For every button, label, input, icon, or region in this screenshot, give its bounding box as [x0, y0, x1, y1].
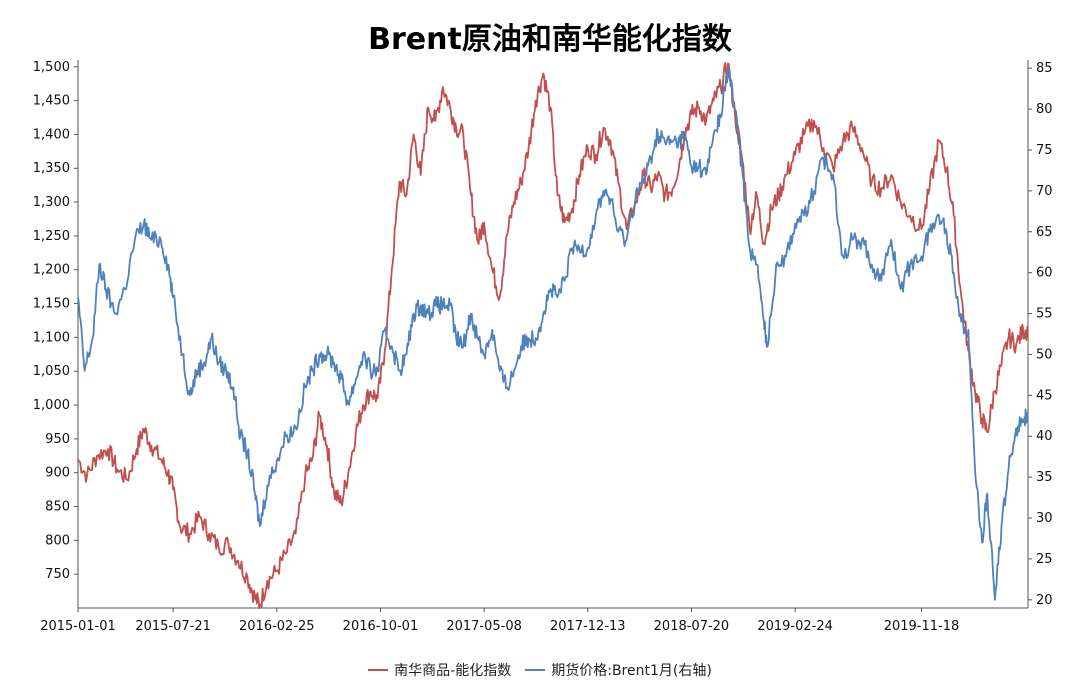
x-tick-label: 2019-11-18 — [884, 619, 960, 634]
axes-layer — [77, 60, 1029, 609]
right-tick-label: 70 — [1036, 184, 1053, 199]
right-tick-label: 40 — [1036, 429, 1053, 444]
left-tick-label: 750 — [45, 567, 70, 582]
legend-item-nanhua[interactable]: 南华商品-能化指数 — [368, 660, 511, 680]
left-tick-label: 1,000 — [33, 398, 70, 413]
right-tick-label: 30 — [1036, 511, 1053, 526]
series-line-1 — [77, 67, 1029, 601]
legend-label-nanhua: 南华商品-能化指数 — [394, 663, 512, 679]
x-tick-label: 2015-07-21 — [135, 619, 211, 634]
right-tick-label: 20 — [1036, 593, 1053, 608]
left-tick-label: 1,200 — [33, 263, 70, 278]
left-tick-label: 1,150 — [33, 297, 70, 312]
left-tick-label: 1,350 — [33, 161, 70, 176]
legend-swatch-brent — [525, 669, 546, 671]
x-tick-label: 2016-02-25 — [239, 619, 315, 634]
x-tick-label: 2017-05-08 — [446, 619, 522, 634]
x-tick-label: 2016-10-01 — [343, 619, 419, 634]
left-tick-label: 800 — [45, 533, 70, 548]
x-tick-label: 2019-02-24 — [757, 619, 833, 634]
right-tick-label: 25 — [1036, 552, 1053, 567]
legend: 南华商品-能化指数 期货价格:Brent1月(右轴) — [0, 660, 1080, 680]
right-tick-label: 75 — [1036, 143, 1053, 158]
legend-label-brent: 期货价格:Brent1月(右轴) — [551, 663, 712, 679]
left-tick-label: 1,500 — [33, 60, 70, 75]
right-tick-label: 55 — [1036, 307, 1053, 322]
right-tick-label: 35 — [1036, 470, 1053, 485]
left-tick-label: 1,450 — [33, 94, 70, 109]
right-tick-label: 65 — [1036, 225, 1053, 240]
left-tick-label: 1,050 — [33, 364, 70, 379]
series-layer — [77, 62, 1029, 610]
ticks-layer: 750 800 850 900 950 1,000 1,050 1,100 1,150 1,200… — [33, 60, 1053, 634]
series-line-0 — [77, 62, 1029, 610]
left-tick-label: 950 — [45, 432, 70, 447]
left-tick-label: 1,400 — [33, 127, 70, 142]
left-tick-label: 1,100 — [33, 330, 70, 345]
x-tick-label: 2015-01-01 — [40, 619, 116, 634]
left-tick-label: 850 — [45, 500, 70, 515]
left-tick-label: 900 — [45, 466, 70, 481]
legend-item-brent[interactable]: 期货价格:Brent1月(右轴) — [525, 660, 712, 680]
right-tick-label: 45 — [1036, 388, 1053, 403]
left-tick-label: 1,300 — [33, 195, 70, 210]
right-tick-label: 85 — [1036, 61, 1053, 76]
right-tick-label: 80 — [1036, 102, 1053, 117]
x-tick-label: 2018-07-20 — [654, 619, 730, 634]
right-tick-label: 60 — [1036, 266, 1053, 281]
right-tick-label: 50 — [1036, 347, 1053, 362]
left-tick-label: 1,250 — [33, 229, 70, 244]
chart-title: Brent原油和南华能化指数 — [368, 22, 732, 57]
legend-swatch-nanhua — [368, 669, 389, 671]
x-tick-label: 2017-12-13 — [550, 619, 626, 634]
